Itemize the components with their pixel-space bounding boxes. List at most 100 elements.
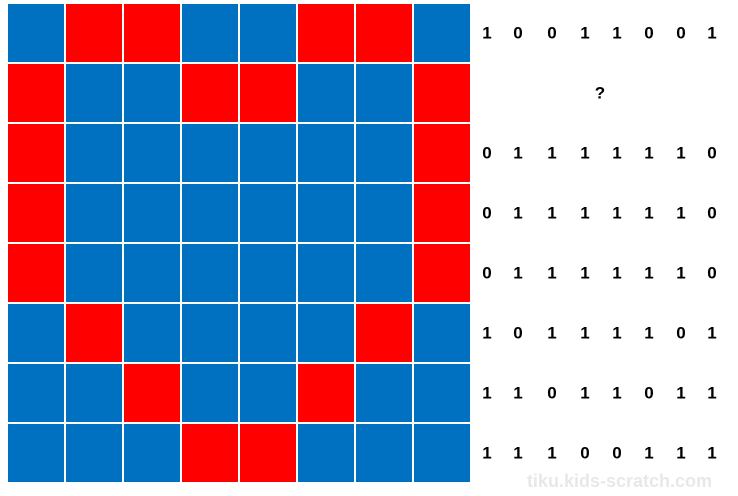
code-digit: 0 [676,323,685,342]
code-digit: 1 [513,143,522,162]
cell [66,124,122,182]
code-digit: 1 [482,23,491,42]
cell [414,424,470,482]
code-digit: 0 [482,263,491,282]
cell [182,4,238,62]
cell [298,184,354,242]
code-digit: 1 [676,383,685,402]
cell [182,124,238,182]
code-digit: 1 [707,383,716,402]
cell [240,244,296,302]
cell [8,124,64,182]
code-digit: 1 [547,143,556,162]
cell [124,64,180,122]
cell [182,364,238,422]
cell [124,184,180,242]
cell [8,244,64,302]
code-digit: 1 [513,263,522,282]
cell [124,124,180,182]
cell [356,184,412,242]
code-digit: 1 [612,323,621,342]
code-digit: 1 [482,443,491,462]
code-digit: 1 [547,203,556,222]
cell [414,364,470,422]
code-digit: 1 [547,263,556,282]
cell [124,244,180,302]
cell [182,64,238,122]
code-digit: 0 [482,143,491,162]
code-digit: 1 [612,23,621,42]
code-digit: 1 [580,323,589,342]
cell [414,124,470,182]
unknown-code: ? [595,83,605,102]
code-digit: 1 [580,143,589,162]
code-digit: 1 [644,443,653,462]
watermark: tiku.kids-scratch.com [527,471,712,491]
code-digit: 1 [707,23,716,42]
cell [124,4,180,62]
cell [66,424,122,482]
code-digit: 1 [676,263,685,282]
cell [298,304,354,362]
code-digit: 1 [644,203,653,222]
code-digit: 0 [547,23,556,42]
cell [124,304,180,362]
code-digit: 0 [707,143,716,162]
cell [414,64,470,122]
cell [356,244,412,302]
code-digit: 1 [612,383,621,402]
code-digit: 1 [580,383,589,402]
cell [240,124,296,182]
code-digit: 1 [644,143,653,162]
code-digit: 1 [513,203,522,222]
cell [8,424,64,482]
cell [8,4,64,62]
code-digit: 0 [513,323,522,342]
cell [182,424,238,482]
code-digit: 0 [707,203,716,222]
cell [66,304,122,362]
cell [8,64,64,122]
code-digit: 1 [676,203,685,222]
cell [298,244,354,302]
code-digit: 1 [707,323,716,342]
cell [182,244,238,302]
cell [66,364,122,422]
cell [182,304,238,362]
code-digit: 1 [612,203,621,222]
cell [240,424,296,482]
cell [356,304,412,362]
code-digit: 1 [513,443,522,462]
cell [240,64,296,122]
cell [298,64,354,122]
cell [8,304,64,362]
code-digit: 1 [580,23,589,42]
cell [356,4,412,62]
cell [66,244,122,302]
code-digit: 1 [580,263,589,282]
cell [124,424,180,482]
cell [182,184,238,242]
cell [66,64,122,122]
code-digit: 1 [547,443,556,462]
cell [356,64,412,122]
cell [356,124,412,182]
cell [298,124,354,182]
code-digit: 1 [676,443,685,462]
cell [66,4,122,62]
cell [356,364,412,422]
code-digit: 1 [482,323,491,342]
code-digit: 0 [676,23,685,42]
code-digit: 0 [644,23,653,42]
cell [240,304,296,362]
cell [240,364,296,422]
code-digit: 1 [612,263,621,282]
cell [298,364,354,422]
cell [124,364,180,422]
code-digit: 1 [644,323,653,342]
code-digit: 0 [580,443,589,462]
code-digit: 0 [707,263,716,282]
code-digit: 0 [482,203,491,222]
code-digit: 1 [644,263,653,282]
